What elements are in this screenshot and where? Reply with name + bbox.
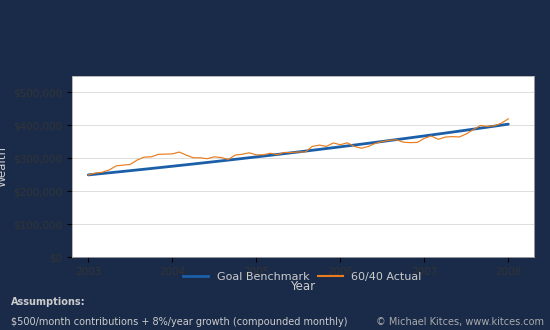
Text: ACTUAL MARKET PERFORMANCE RELATIVE TO: ACTUAL MARKET PERFORMANCE RELATIVE TO <box>85 14 465 29</box>
Text: Assumptions:: Assumptions: <box>11 297 86 307</box>
X-axis label: Year: Year <box>290 280 315 293</box>
Legend: Goal Benchmark, 60/40 Actual: Goal Benchmark, 60/40 Actual <box>179 268 426 286</box>
Y-axis label: Wealth: Wealth <box>0 146 8 187</box>
Text: STRAIGHT-LINE BENCHMARK (5-YEARS): STRAIGHT-LINE BENCHMARK (5-YEARS) <box>114 34 436 49</box>
Text: $500/month contributions + 8%/year growth (compounded monthly): $500/month contributions + 8%/year growt… <box>11 317 348 327</box>
Text: © Michael Kitces, www.kitces.com: © Michael Kitces, www.kitces.com <box>377 317 544 327</box>
